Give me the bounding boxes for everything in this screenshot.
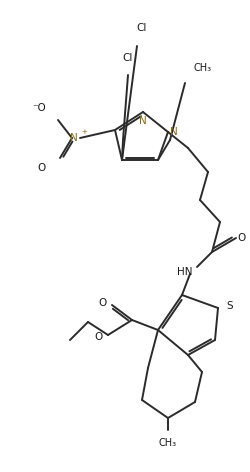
Text: O: O	[95, 332, 103, 342]
Text: +: +	[81, 129, 87, 135]
Text: Cl: Cl	[137, 23, 147, 33]
Text: O: O	[99, 298, 107, 308]
Text: HN: HN	[177, 267, 193, 277]
Text: CH₃: CH₃	[159, 438, 177, 448]
Text: Cl: Cl	[123, 53, 133, 63]
Text: S: S	[226, 301, 232, 311]
Text: N: N	[139, 116, 147, 126]
Text: N: N	[170, 127, 178, 137]
Text: CH₃: CH₃	[193, 63, 211, 73]
Text: O: O	[238, 233, 246, 243]
Text: ⁻O: ⁻O	[32, 103, 46, 113]
Text: O: O	[38, 163, 46, 173]
Text: N: N	[70, 133, 78, 143]
